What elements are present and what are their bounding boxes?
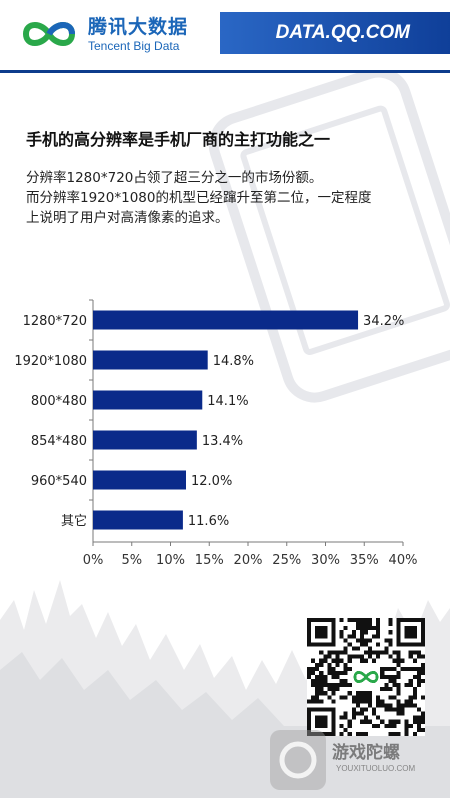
crowd-silhouette	[0, 580, 450, 798]
bar	[93, 310, 359, 330]
value-label: 12.0%	[191, 474, 232, 489]
description-line: 上说明了用户对高清像素的追求。	[26, 210, 229, 226]
bar	[93, 510, 183, 530]
x-tick-label: 5%	[121, 553, 142, 568]
x-tick-label: 15%	[195, 553, 224, 568]
x-tick-label: 10%	[156, 553, 185, 568]
description-line: 而分辨率1920*1080的机型已经蹿升至第二位，一定程度	[26, 190, 372, 206]
qr-center-logo-icon	[353, 671, 379, 683]
category-label: 其它	[61, 513, 87, 529]
value-label: 13.4%	[202, 434, 243, 449]
bar	[93, 350, 208, 370]
x-tick-label: 35%	[350, 553, 379, 568]
category-label: 800*480	[31, 394, 87, 409]
x-tick-label: 0%	[83, 553, 104, 568]
site-url[interactable]: DATA.QQ.COM	[275, 22, 410, 43]
header-bar: 腾讯大数据 Tencent Big Data DATA.QQ.COM	[0, 0, 450, 73]
resolution-bar-chart: 0% 5% 10% 15% 20% 25% 30% 35% 40% 1280*720 34.2% 19…	[14, 299, 418, 568]
category-label: 960*540	[31, 474, 87, 489]
qr-code[interactable]	[307, 618, 425, 736]
value-label: 14.8%	[213, 354, 254, 369]
page-title: 手机的高分辨率是手机厂商的主打功能之一	[26, 130, 331, 149]
x-tick-label: 40%	[389, 553, 418, 568]
category-label: 1280*720	[23, 314, 87, 329]
value-label: 11.6%	[188, 514, 229, 529]
x-tick-label: 30%	[311, 553, 340, 568]
bar	[93, 390, 203, 410]
header-band	[220, 12, 450, 54]
description-line: 分辨率1280*720占领了超三分之一的市场份额。	[26, 170, 323, 186]
value-label: 34.2%	[363, 314, 404, 329]
watermark-logo-icon	[270, 730, 326, 790]
x-tick-label: 25%	[272, 553, 301, 568]
bar	[93, 470, 186, 490]
description: 分辨率1280*720占领了超三分之一的市场份额。 而分辨率1920*1080的…	[26, 168, 426, 228]
category-label: 854*480	[31, 434, 87, 449]
value-label: 14.1%	[207, 394, 248, 409]
watermark-url: YOUXITUOLUO.COM	[336, 764, 416, 773]
brand-name-en: Tencent Big Data	[88, 39, 180, 53]
watermark-text: 游戏陀螺	[332, 743, 400, 763]
x-tick-label: 20%	[234, 553, 263, 568]
brand-name-cn: 腾讯大数据	[88, 16, 189, 38]
category-label: 1920*1080	[14, 354, 87, 369]
tencent-logo-icon	[22, 22, 76, 46]
bar	[93, 430, 197, 450]
